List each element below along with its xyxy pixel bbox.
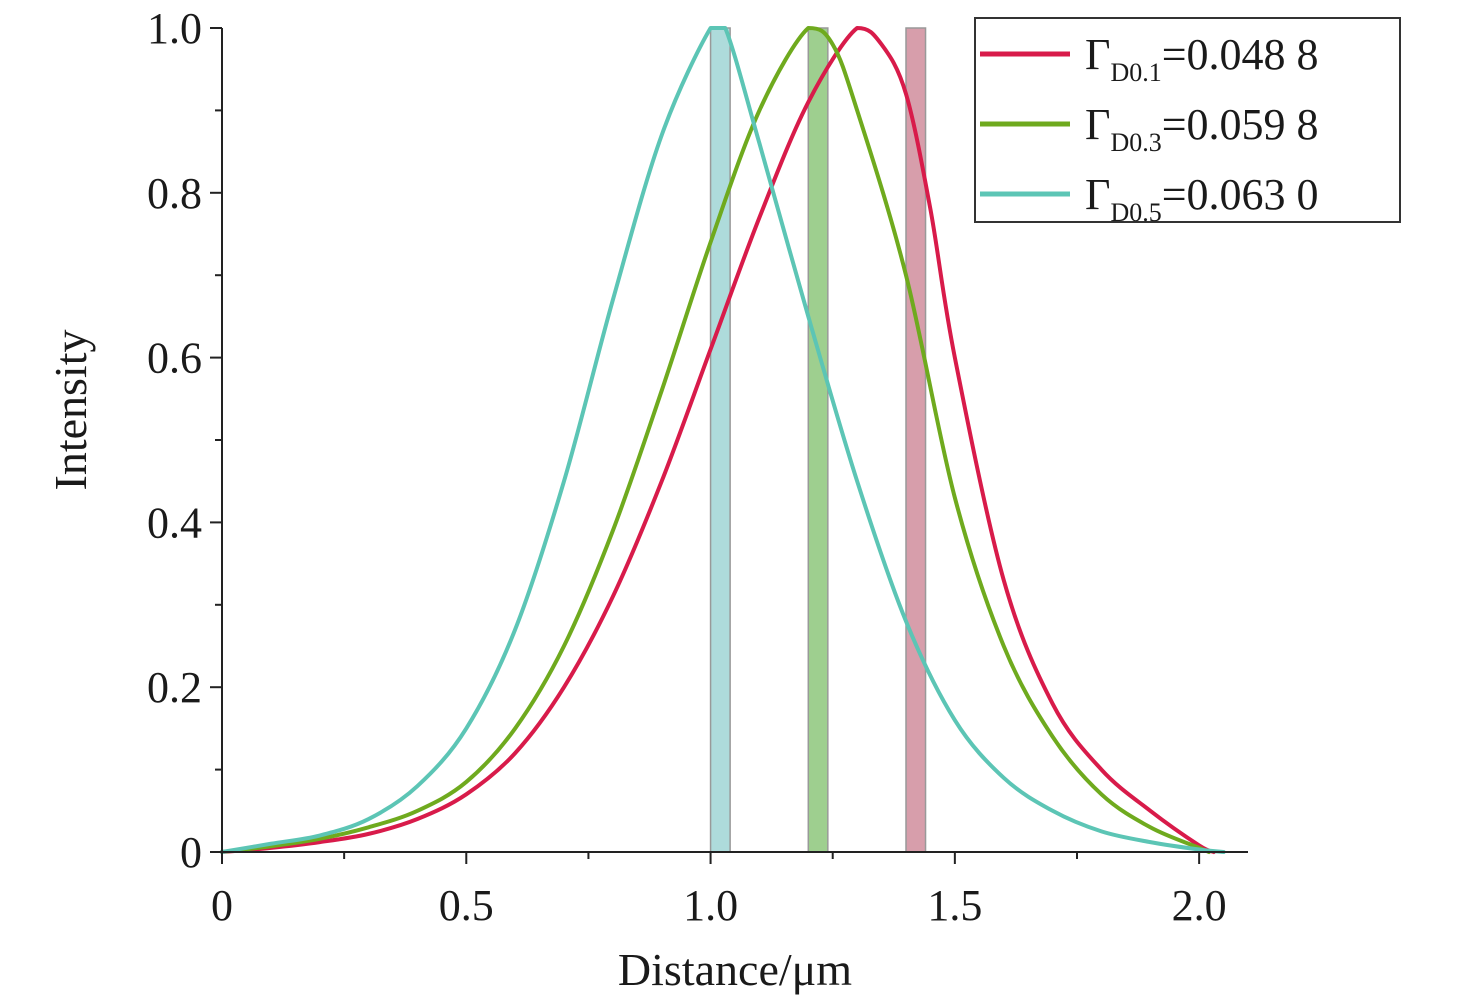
legend-label: ΓD0.3=0.059 8 bbox=[1085, 100, 1319, 157]
y-tick-label: 1.0 bbox=[147, 4, 202, 53]
x-tick-label: 0.5 bbox=[439, 881, 494, 930]
y-tick-label: 0.8 bbox=[147, 169, 202, 218]
series-line bbox=[220, 26, 1216, 854]
series-line bbox=[220, 26, 1226, 854]
y-tick-label: 0.6 bbox=[147, 334, 202, 383]
series-lines bbox=[220, 26, 1226, 854]
series-line bbox=[220, 26, 1211, 854]
y-tick-label: 0.4 bbox=[147, 498, 202, 547]
marker-band bbox=[709, 27, 731, 853]
legend-label: ΓD0.1=0.048 8 bbox=[1085, 30, 1319, 87]
x-axis-label: Distance/μm bbox=[618, 944, 852, 995]
marker-band bbox=[807, 27, 829, 853]
y-tick-label: 0 bbox=[180, 828, 202, 877]
legend-label: ΓD0.5=0.063 0 bbox=[1085, 170, 1319, 227]
marker-band bbox=[905, 27, 927, 853]
x-tick-label: 1.5 bbox=[927, 881, 982, 930]
x-tick-label: 2.0 bbox=[1172, 881, 1227, 930]
y-ticks: 0 0.2 0.4 0.6 0.8 1.0 bbox=[147, 4, 222, 877]
x-tick-label: 0 bbox=[211, 881, 233, 930]
legend: ΓD0.1=0.048 8 ΓD0.3=0.059 8 ΓD0.5=0.063 0 bbox=[974, 17, 1401, 227]
y-tick-label: 0.2 bbox=[147, 663, 202, 712]
legend-box bbox=[974, 17, 1401, 223]
x-ticks: 0 0.5 1.0 1.5 2.0 bbox=[211, 852, 1227, 930]
y-axis-label: Intensity bbox=[45, 330, 96, 491]
x-tick-label: 1.0 bbox=[683, 881, 738, 930]
